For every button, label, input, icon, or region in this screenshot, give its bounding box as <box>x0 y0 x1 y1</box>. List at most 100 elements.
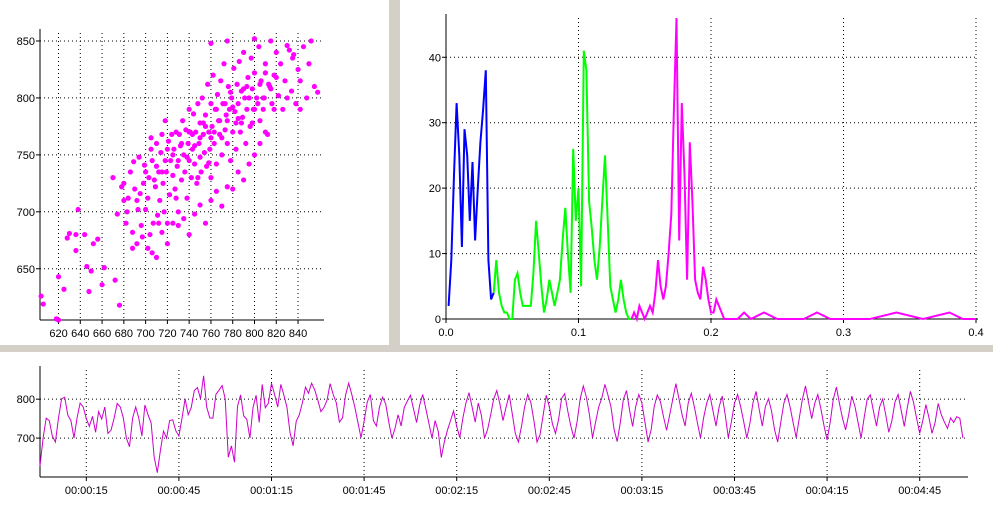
scatter-point <box>175 222 181 229</box>
scatter-point <box>197 154 203 160</box>
scatter-point <box>200 120 206 126</box>
scatter-point <box>159 131 165 137</box>
scatter-point <box>164 146 170 152</box>
scatter-point <box>300 44 307 50</box>
scatter-point <box>164 241 170 247</box>
scatter-point <box>185 140 191 147</box>
scatter-point <box>184 154 190 160</box>
scatter-point <box>209 123 215 129</box>
scatter-point <box>246 95 252 101</box>
scatter-point <box>238 120 245 126</box>
scatter-point <box>149 250 155 256</box>
y-tick-label: 20 <box>429 183 441 195</box>
scatter-point <box>162 157 168 164</box>
x-tick-label: 700 <box>136 328 154 340</box>
scatter-point <box>154 212 161 218</box>
scatter-point <box>246 161 252 167</box>
scatter-point <box>175 209 181 215</box>
scatter-point <box>255 101 261 107</box>
scatter-point <box>239 114 246 120</box>
scatter-point <box>196 140 202 147</box>
scatter-point <box>141 162 148 168</box>
scatter-point <box>227 157 234 164</box>
scatter-point <box>161 209 167 215</box>
scatter-point <box>207 146 213 152</box>
scatter-point <box>249 120 255 126</box>
scatter-point <box>176 131 182 137</box>
scatter-point <box>148 135 154 141</box>
scatter-point <box>145 195 151 201</box>
scatter-point <box>84 263 90 270</box>
x-tick-label: 660 <box>93 328 111 340</box>
scatter-point <box>129 229 136 235</box>
x-tick-label: 00:04:45 <box>898 485 941 497</box>
scatter-point <box>101 265 107 271</box>
scatter-point <box>135 206 141 213</box>
scatter-point <box>202 112 209 118</box>
x-tick-label: 740 <box>180 328 198 340</box>
scatter-point <box>184 195 190 201</box>
scatter-point <box>208 40 214 46</box>
x-tick-label: 00:02:15 <box>435 485 478 497</box>
x-tick-label: 0.4 <box>968 327 983 339</box>
y-tick-label: 40 <box>429 52 441 64</box>
scatter-point <box>306 61 312 67</box>
scatter-point <box>170 152 176 158</box>
series-line-1 <box>39 375 964 473</box>
scatter-point <box>121 180 127 186</box>
scatter-point <box>214 91 221 98</box>
scatter-point <box>260 95 266 101</box>
scatter-point <box>245 74 251 81</box>
scatter-point <box>251 152 258 158</box>
scatter-point <box>66 230 72 237</box>
scatter-point <box>278 61 284 67</box>
scatter-point <box>55 274 62 280</box>
x-tick-label: 800 <box>245 328 263 340</box>
scatter-point <box>284 42 290 49</box>
scatter-point <box>121 197 127 204</box>
scatter-point <box>244 106 250 112</box>
scatter-point <box>295 66 301 73</box>
spectrum-chart-panel: 0.0 0.1 0.2 0.3 0.4 0 10 20 30 40 <box>400 0 993 345</box>
scatter-point <box>234 81 240 87</box>
x-tick-label: 00:04:15 <box>806 485 849 497</box>
scatter-point <box>192 211 198 217</box>
x-tick-label: 00:03:45 <box>713 485 756 497</box>
scatter-point <box>222 101 228 107</box>
scatter-point <box>275 93 282 99</box>
scatter-point <box>116 302 123 308</box>
scatter-point <box>188 175 194 181</box>
scatter-point <box>236 58 242 65</box>
scatter-point <box>199 95 205 101</box>
scatter-point <box>232 108 238 115</box>
scatter-point <box>157 197 163 204</box>
scatter-point <box>110 175 116 181</box>
x-tick-label: 640 <box>71 328 89 340</box>
scatter-point <box>136 154 142 160</box>
scatter-point <box>297 78 303 84</box>
scatter-point <box>219 135 225 141</box>
scatter-point <box>297 106 303 112</box>
scatter-point <box>251 106 258 112</box>
x-tick-label: 840 <box>289 328 307 340</box>
scatter-point <box>290 55 296 61</box>
scatter-point <box>233 146 239 152</box>
scatter-point <box>266 81 272 87</box>
scatter-point <box>186 106 192 112</box>
scatter-point <box>134 197 140 204</box>
spectrum-line-chart: 0.0 0.1 0.2 0.3 0.4 0 10 20 30 40 <box>429 14 984 339</box>
y-tick-label: 800 <box>17 394 35 406</box>
scatter-point <box>208 135 214 141</box>
scatter-point <box>221 61 227 67</box>
x-tick-label: 0.1 <box>571 327 586 339</box>
scatter-point <box>237 129 243 135</box>
x-tick-label: 720 <box>158 328 176 340</box>
scatter-point <box>95 236 101 242</box>
scatter-point <box>147 231 153 238</box>
scatter-chart-panel: 620 640 660 680 700 720 740 760 780 800 820 840 650 7… <box>0 0 389 345</box>
scatter-point <box>268 86 274 92</box>
scatter-point <box>159 229 165 235</box>
scatter-point <box>143 169 149 175</box>
scatter-point <box>205 81 211 87</box>
y-tick-label: 0 <box>435 314 441 326</box>
